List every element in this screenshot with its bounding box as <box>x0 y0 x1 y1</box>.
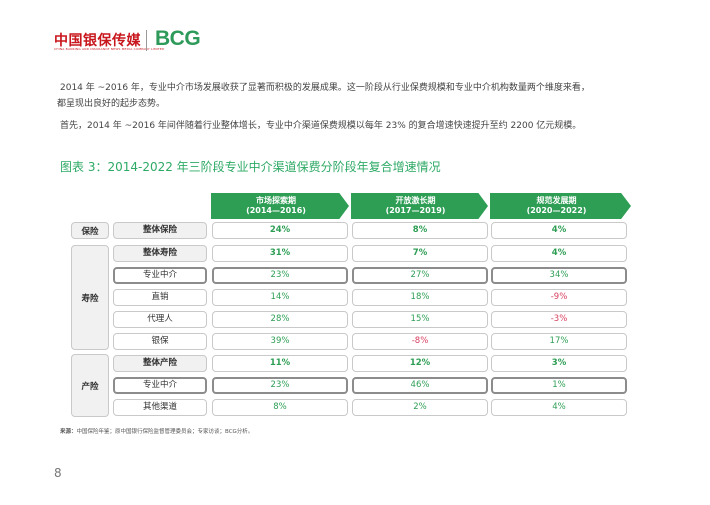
table-cell: 7% <box>352 245 488 262</box>
group-label-property: 产险 <box>71 354 109 417</box>
column-header-3-name: 规范发展期 <box>536 196 577 205</box>
table-cell: 8% <box>212 399 348 416</box>
column-header-1: 市场探索期 (2014—2016) <box>211 193 349 219</box>
paragraph-1-line-2: 都呈现出良好的起步态势。 <box>57 99 166 109</box>
table-cell: -9% <box>491 289 627 306</box>
column-header-2-period: (2017—2019) <box>385 206 446 215</box>
table-cell: 39% <box>212 333 348 350</box>
column-header-3-period: (2020—2022) <box>526 206 587 215</box>
column-header-1-period: (2014—2016) <box>246 206 306 215</box>
table-cell: 24% <box>212 222 348 239</box>
table-cell: 12% <box>352 355 488 372</box>
source-label: 来源： <box>60 429 77 435</box>
logo-divider <box>146 30 147 51</box>
table-cell: 18% <box>352 289 488 306</box>
table-cell: 4% <box>491 222 627 239</box>
source-note: 来源：中国保险年鉴；原中国银行保险监督管理委员会；专家访谈；BCG分析。 <box>60 427 253 435</box>
column-header-1-name: 市场探索期 <box>256 196 296 205</box>
table-cell: 2% <box>352 399 488 416</box>
table-cell: 27% <box>352 267 488 284</box>
column-header-3: 规范发展期 (2020—2022) <box>490 193 631 219</box>
row-label: 银保 <box>113 333 207 350</box>
table-cell: 14% <box>212 289 348 306</box>
table-cell: 4% <box>491 245 627 262</box>
column-header-2: 开放激长期 (2017—2019) <box>351 193 488 219</box>
table-cell: -3% <box>491 311 627 328</box>
column-header-2-name: 开放激长期 <box>395 196 436 205</box>
table-cell: 31% <box>212 245 348 262</box>
table-cell: 15% <box>352 311 488 328</box>
row-label: 专业中介 <box>113 377 207 394</box>
table-cell: 4% <box>491 399 627 416</box>
table-cell: 28% <box>212 311 348 328</box>
row-label: 其他渠道 <box>113 399 207 416</box>
paragraph-1-line-1: 2014 年 ~2016 年，专业中介市场发展收获了显著而积极的发展成果。这一阶… <box>60 83 590 93</box>
group-label-life: 寿险 <box>71 245 109 350</box>
bcg-logo: BCG <box>155 27 201 50</box>
media-logo-subtitle: CHINA BANKING AND INSURANCE NEWS MEDIA C… <box>54 47 165 51</box>
row-label: 整体产险 <box>113 355 207 372</box>
table-cell: 17% <box>491 333 627 350</box>
row-label: 整体保险 <box>113 222 207 239</box>
table-cell: 3% <box>491 355 627 372</box>
page-number: 8 <box>54 466 62 480</box>
table-cell: 23% <box>212 267 348 284</box>
table-cell: -8% <box>352 333 488 350</box>
row-label: 专业中介 <box>113 267 207 284</box>
table-cell: 11% <box>212 355 348 372</box>
table-cell: 46% <box>352 377 488 394</box>
table-cell: 23% <box>212 377 348 394</box>
row-label: 整体寿险 <box>113 245 207 262</box>
group-label-insurance: 保险 <box>71 222 109 239</box>
row-label: 直销 <box>113 289 207 306</box>
row-label: 代理人 <box>113 311 207 328</box>
table-cell: 34% <box>491 267 627 284</box>
table-cell: 1% <box>491 377 627 394</box>
figure-title: 图表 3：2014-2022 年三阶段专业中介渠道保费分阶段年复合增速情况 <box>60 160 441 174</box>
table-cell: 8% <box>352 222 488 239</box>
media-logo: 中国银保传媒 <box>54 33 141 49</box>
source-text: 中国保险年鉴；原中国银行保险监督管理委员会；专家访谈；BCG分析。 <box>76 429 254 435</box>
paragraph-2: 首先，2014 年 ~2016 年间伴随着行业整体增长，专业中介渠道保费规模以每… <box>60 121 582 131</box>
